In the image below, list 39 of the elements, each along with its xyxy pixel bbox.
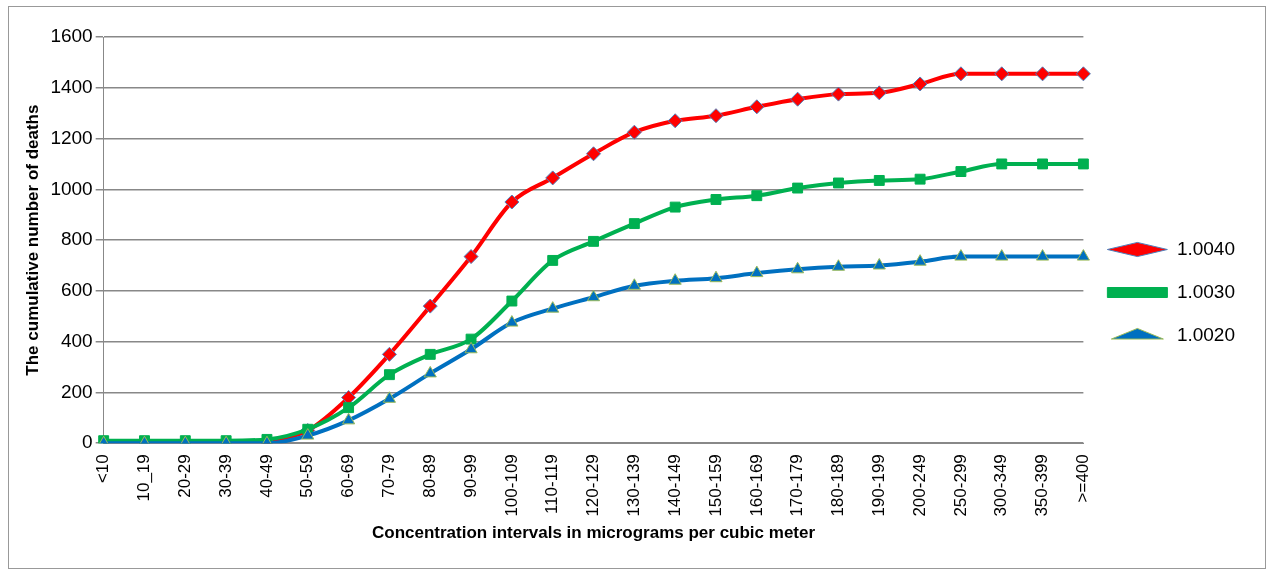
y-tick-label: 1200 xyxy=(50,126,93,148)
y-tick-label: 1000 xyxy=(50,177,93,199)
x-axis-title: Concentration intervals in micrograms per cubic meter xyxy=(371,523,816,543)
y-tick-label: 0 xyxy=(82,431,93,453)
y-tick-label: 1400 xyxy=(50,76,93,98)
x-tick-label: 70-79 xyxy=(379,454,399,498)
x-tick-label: <10 xyxy=(93,454,113,484)
x-tick-label: 250-299 xyxy=(950,454,970,517)
x-tick-label: 80-89 xyxy=(419,454,439,498)
x-tick-label: 170-179 xyxy=(787,454,807,517)
legend-label: 1.0030 xyxy=(1176,280,1236,302)
x-tick-label: 20-29 xyxy=(175,454,194,498)
x-tick-label: 60-69 xyxy=(338,454,358,498)
x-tick-label: 100-109 xyxy=(501,454,521,517)
x-tick-label: 180-189 xyxy=(828,454,848,517)
x-tick-label: 90-99 xyxy=(460,454,480,498)
x-tick-label: 140-149 xyxy=(664,454,684,517)
legend-label: 1.0020 xyxy=(1176,323,1236,345)
legend-label: 1.0040 xyxy=(1176,237,1236,259)
x-tick-label: 160-169 xyxy=(746,454,766,517)
x-tick-label: 40-49 xyxy=(256,454,276,498)
x-tick-label: >=400 xyxy=(1073,454,1093,503)
x-tick-label: 150-159 xyxy=(705,454,725,517)
x-tick-label: 200-249 xyxy=(909,454,929,517)
x-tick-label: 110-119 xyxy=(542,454,562,515)
x-tick-label: 10_19 xyxy=(134,454,154,502)
x-tick-label: 130-139 xyxy=(624,454,644,517)
y-axis-title: The cumulative number of deaths xyxy=(22,104,42,376)
x-tick-label: 190-199 xyxy=(868,454,888,517)
x-tick-label: 350-399 xyxy=(1032,454,1052,517)
y-tick-label: 400 xyxy=(60,329,93,351)
y-tick-label: 1600 xyxy=(50,25,93,47)
x-tick-label: 30-39 xyxy=(215,454,235,498)
x-tick-label: 120-129 xyxy=(583,454,603,517)
y-tick-label: 600 xyxy=(60,279,93,301)
y-tick-label: 200 xyxy=(60,380,93,402)
y-tick-label: 800 xyxy=(60,228,93,250)
x-tick-label: 300-349 xyxy=(991,454,1011,517)
x-tick-label: 50-59 xyxy=(297,454,317,498)
